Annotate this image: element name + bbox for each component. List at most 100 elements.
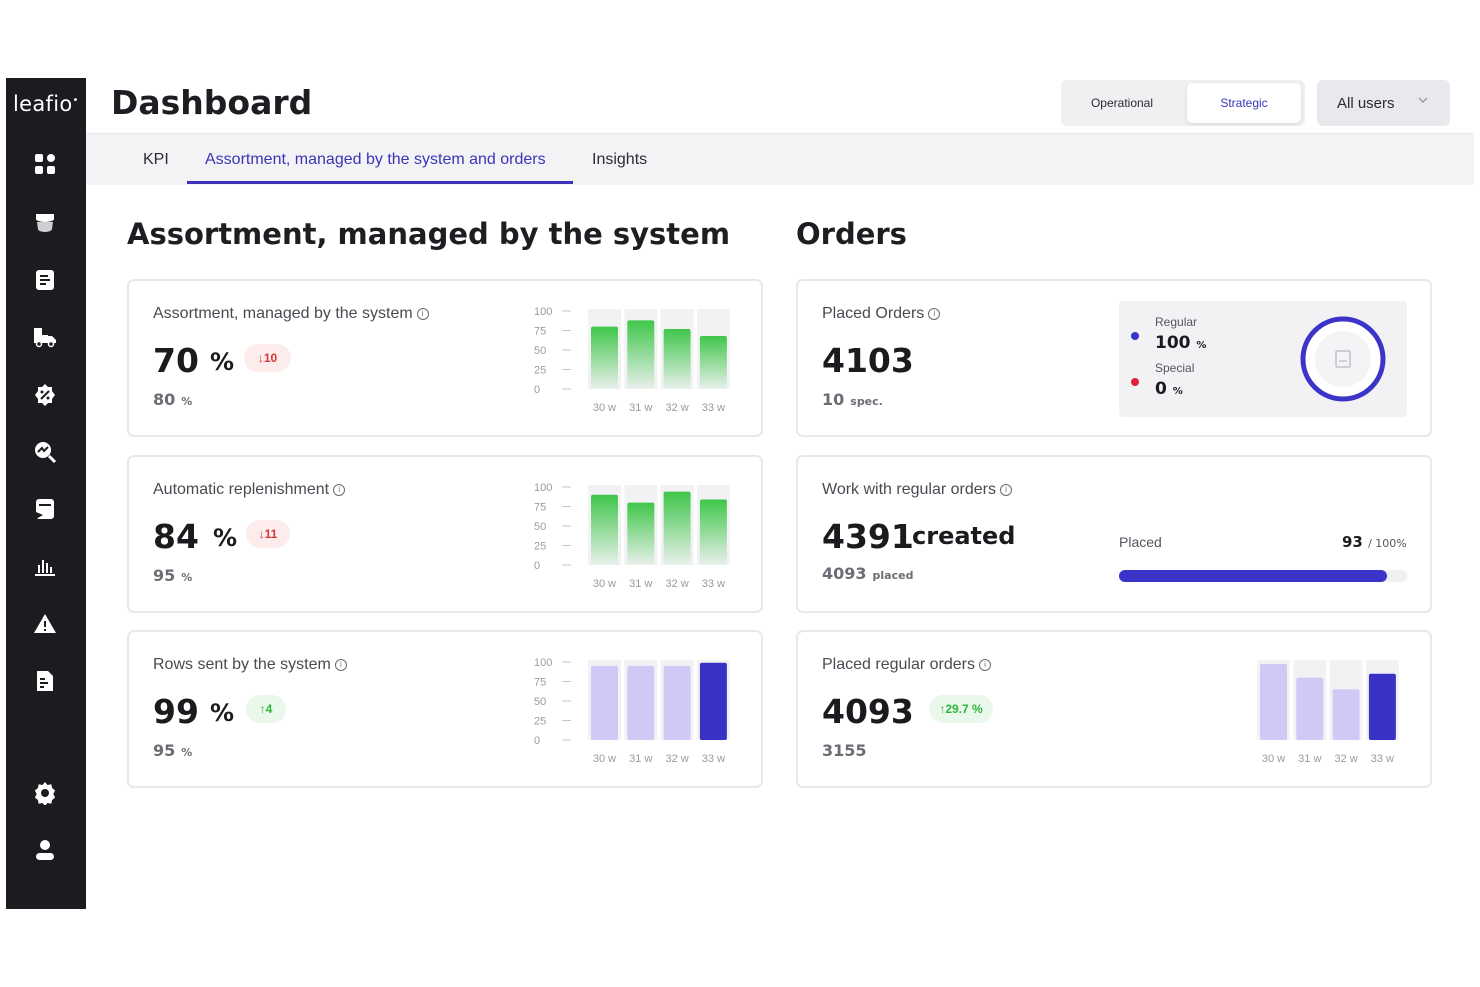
y-tick-label: 25 [534, 541, 546, 553]
x-tick-label: 32 w [665, 578, 688, 590]
document-list-icon[interactable] [32, 267, 58, 293]
dashboard-icon[interactable] [32, 151, 58, 177]
previous-value: 3155 [822, 741, 867, 760]
x-tick-label: 30 w [593, 753, 616, 765]
bar-32w[interactable] [663, 491, 691, 565]
bar-chart-icon[interactable] [32, 554, 58, 580]
kpi-unit: % [210, 348, 235, 376]
tab-kpi[interactable]: KPI [143, 150, 169, 168]
tab-insights[interactable]: Insights [592, 150, 648, 168]
x-tick-label: 31 w [629, 578, 652, 590]
y-tick-label: 50 [534, 521, 546, 533]
card-label: Work with regular orders i [822, 481, 1012, 499]
kpi-value: 84 [153, 517, 199, 556]
x-tick-label: 33 w [1371, 753, 1394, 765]
progress-value: 93 / 100% [1342, 533, 1407, 551]
view-toggle-operational[interactable]: Operational [1090, 96, 1154, 110]
weekly-bar-chart: 100 75 50 25 0 30 w 31 w 32 w 33 w [534, 482, 730, 590]
warning-icon[interactable] [32, 611, 58, 637]
legend-value-regular: 100 % [1155, 333, 1207, 353]
y-tick-label: 75 [534, 326, 546, 338]
placed-value: 4093 placed [822, 564, 914, 583]
delivery-truck-icon[interactable] [32, 324, 58, 350]
info-icon[interactable]: i [416, 308, 429, 320]
tab-bar: KPI Assortment, managed by the system an… [86, 134, 1474, 185]
weekly-bar-chart: 30 w 31 w 32 w 33 w [1257, 660, 1399, 765]
x-tick-label: 31 w [1298, 753, 1321, 765]
info-icon[interactable]: i [333, 484, 346, 496]
database-icon[interactable] [32, 209, 58, 235]
active-tab-indicator [187, 181, 573, 184]
info-icon[interactable]: i [978, 659, 991, 671]
bar-32w[interactable] [1332, 689, 1360, 740]
view-toggle-strategic[interactable]: Strategic [1187, 83, 1301, 123]
bar-30w[interactable] [591, 665, 618, 740]
y-tick-label: 100 [534, 306, 552, 318]
bar-33w[interactable] [699, 335, 727, 389]
users-filter-select[interactable]: All users [1317, 80, 1450, 126]
y-tick-label: 25 [534, 716, 546, 728]
target-value: 95% [153, 566, 193, 585]
target-value: 80% [153, 390, 193, 409]
bar-33w[interactable] [1368, 673, 1396, 740]
y-tick-label: 100 [534, 482, 552, 494]
bar-30w[interactable] [1260, 663, 1287, 740]
kpi-card-rows-sent[interactable]: Rows sent by the system i 99 % ↑4 95% 100… [127, 630, 763, 788]
bookmark-icon[interactable] [32, 496, 58, 522]
analytics-search-icon[interactable] [32, 439, 58, 465]
kpi-value-suffix: created [912, 522, 1016, 550]
app-window: leafio• [6, 78, 1474, 909]
info-icon[interactable]: i [334, 659, 347, 671]
kpi-card-replenishment[interactable]: Automatic replenishment i 84 % ↓11 95% 10… [127, 455, 763, 613]
kpi-card-regular-orders[interactable]: Work with regular orders i 4391 created 4… [796, 455, 1432, 613]
weekly-bar-chart: 100 75 50 25 0 30 w 31 w 32 w 33 w [534, 306, 730, 414]
bar-31w[interactable] [627, 665, 655, 740]
bar-33w[interactable] [699, 499, 727, 565]
card-label: Rows sent by the system i [153, 656, 347, 674]
tab-assortment-orders[interactable]: Assortment, managed by the system and or… [205, 150, 546, 168]
bar-32w[interactable] [663, 665, 691, 740]
x-tick-label: 32 w [665, 402, 688, 414]
bar-33w[interactable] [699, 662, 727, 740]
bar-30w[interactable] [591, 326, 618, 389]
bar-32w[interactable] [663, 328, 691, 389]
y-tick-label: 50 [534, 345, 546, 357]
page-title: Dashboard [111, 83, 313, 122]
kpi-card-placed-regular[interactable]: Placed regular orders i 4093 ↑29.7 % 3155… [796, 630, 1432, 788]
x-tick-label: 33 w [702, 578, 725, 590]
settings-icon[interactable] [32, 780, 58, 806]
chevron-down-icon [1418, 97, 1428, 103]
kpi-value: 4103 [822, 341, 914, 380]
placed-progress-bar [1119, 570, 1407, 582]
kpi-card-placed-orders[interactable]: Placed Orders i 4103 10 spec. Regular 100 … [796, 279, 1432, 437]
bar-31w[interactable] [627, 502, 655, 565]
x-tick-label: 31 w [629, 753, 652, 765]
discount-badge-icon[interactable] [32, 382, 58, 408]
card-label: Placed regular orders i [822, 656, 991, 674]
report-icon[interactable] [32, 668, 58, 694]
delta-badge: ↑29.7 % [929, 695, 993, 723]
kpi-value: 4093 [822, 692, 914, 731]
bar-30w[interactable] [591, 494, 618, 565]
section-title-orders: Orders [796, 217, 907, 251]
sidebar: leafio• [6, 78, 86, 909]
receipt-icon [1335, 350, 1351, 368]
delta-badge: ↓11 [246, 520, 290, 548]
legend-dot-special [1131, 378, 1139, 386]
x-tick-label: 32 w [1334, 753, 1357, 765]
order-share-ring [1300, 316, 1386, 402]
info-icon[interactable]: i [928, 308, 941, 320]
logo[interactable]: leafio• [13, 92, 79, 116]
bar-31w[interactable] [1296, 677, 1324, 740]
special-orders-value: 10 spec. [822, 390, 883, 409]
info-icon[interactable]: i [999, 484, 1012, 496]
kpi-value: 99 [153, 692, 199, 731]
y-tick-label: 0 [534, 560, 540, 572]
x-tick-label: 30 w [593, 402, 616, 414]
user-icon[interactable] [32, 837, 58, 863]
y-tick-label: 50 [534, 696, 546, 708]
delta-badge: ↓10 [244, 344, 291, 372]
bar-31w[interactable] [627, 320, 655, 389]
kpi-value: 4391 [822, 517, 914, 556]
kpi-card-assortment[interactable]: Assortment, managed by the system i 70 % … [127, 279, 763, 437]
